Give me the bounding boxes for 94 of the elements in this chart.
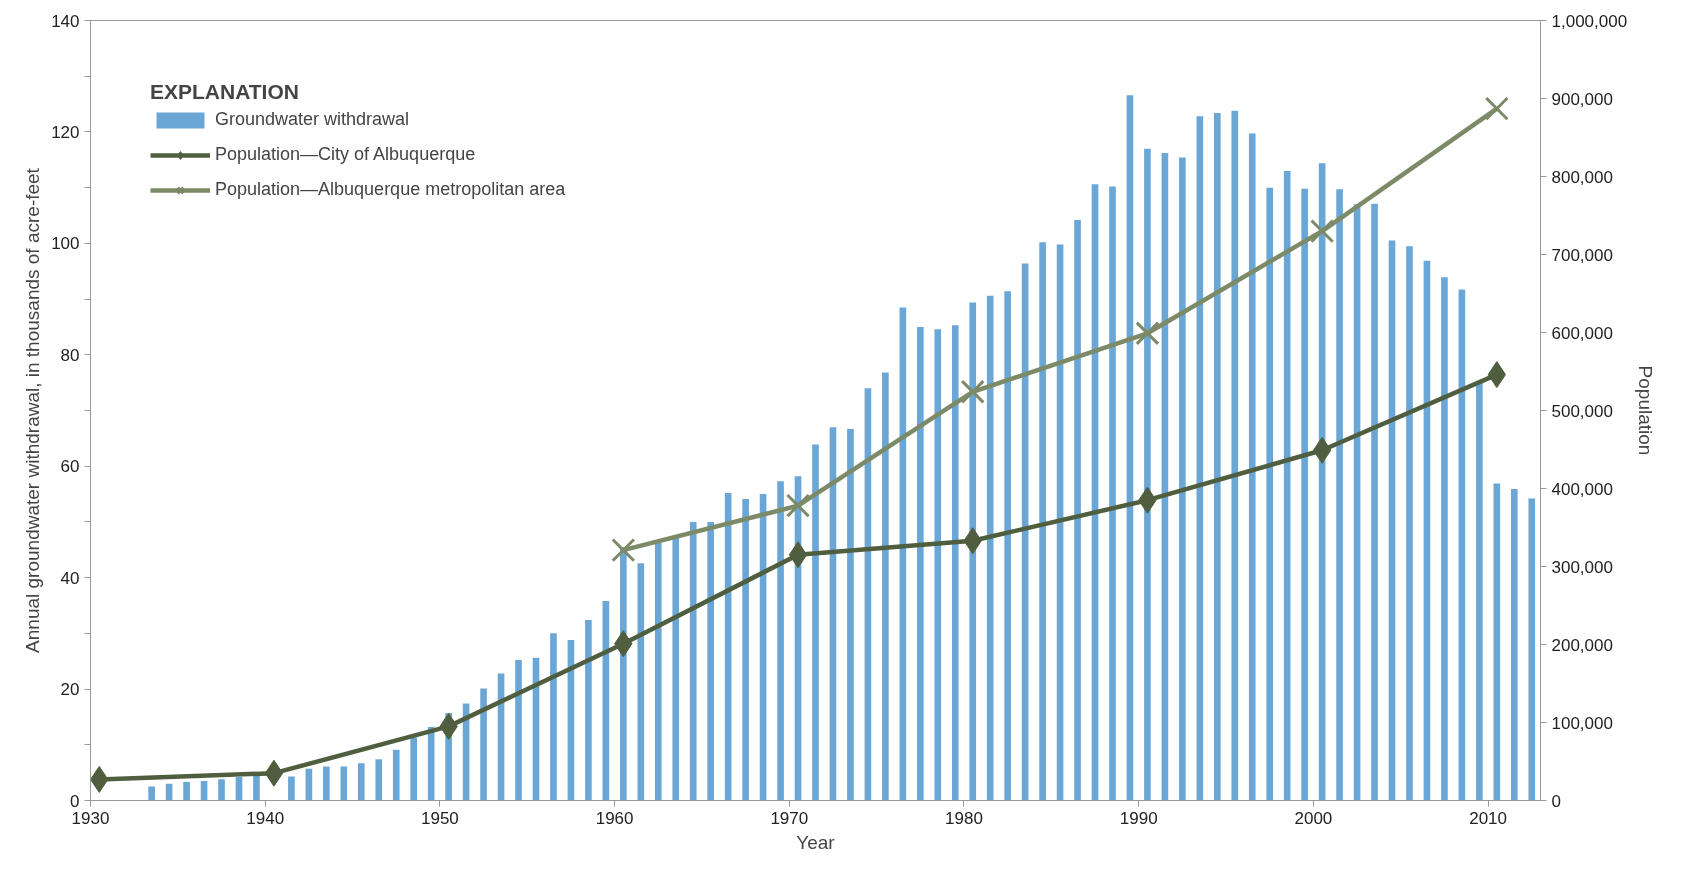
bar: [1476, 382, 1483, 801]
bar: [986, 295, 994, 801]
x-tick-label: 1990: [1119, 808, 1158, 828]
bar: [1039, 242, 1046, 801]
y-tick-label: 40: [60, 568, 80, 588]
y-tick-label: 0: [70, 791, 80, 811]
bar: [1283, 170, 1291, 801]
x-tick-label: 1950: [420, 808, 459, 828]
y2-tick-label: 100,000: [1551, 713, 1613, 733]
bar: [637, 563, 645, 801]
point: [785, 493, 811, 518]
bar: [777, 481, 784, 801]
y2-tick-label: 500,000: [1551, 401, 1613, 421]
y-tick-label: 120: [51, 122, 80, 142]
point: [1484, 96, 1509, 121]
bar: [654, 543, 662, 801]
y2-axis-title: Population: [1635, 365, 1657, 456]
bar: [253, 775, 260, 801]
y2-tick-label: 200,000: [1551, 635, 1613, 655]
bar: [742, 499, 749, 801]
y2-tick-label: 1,000,000: [1551, 11, 1628, 31]
bar: [148, 786, 155, 801]
bar: [1179, 157, 1186, 801]
bar: [1510, 489, 1518, 801]
bar: [392, 749, 400, 801]
point: [788, 541, 808, 569]
bar: [1248, 133, 1256, 801]
bar: [1301, 188, 1308, 801]
bar: [1441, 277, 1448, 801]
bar: [550, 633, 557, 801]
y2-tick-label: 300,000: [1551, 557, 1613, 577]
bar: [1109, 186, 1116, 801]
bar: [585, 619, 592, 801]
point: [1310, 218, 1335, 244]
point: [264, 759, 284, 787]
bar: [707, 521, 714, 801]
y-tick-label: 20: [60, 680, 80, 700]
bar: [1406, 246, 1413, 801]
bar: [672, 535, 680, 801]
bar: [917, 326, 924, 801]
y2-tick-label: 0: [1551, 791, 1561, 811]
y2-tick-label: 600,000: [1551, 323, 1613, 343]
bar: [515, 660, 522, 801]
bar: [357, 763, 365, 801]
bar: [218, 779, 225, 801]
bar: [1336, 189, 1343, 801]
y-tick-label: 140: [51, 11, 80, 31]
x-tick-label: 2000: [1294, 808, 1333, 828]
x-tick-label: 1980: [945, 808, 983, 828]
x-axis-title: Year: [796, 831, 836, 853]
y2-tick-label: 800,000: [1551, 167, 1613, 187]
legend-label: Groundwater withdrawal: [215, 109, 410, 130]
bar: [812, 444, 819, 801]
y-tick-label: 60: [60, 457, 80, 477]
x-tick-label: 1930: [71, 808, 110, 828]
bar: [1528, 498, 1536, 801]
bar: [480, 688, 487, 801]
y-tick-label: 80: [60, 345, 80, 365]
point: [1312, 436, 1332, 464]
x-tick-label: 1960: [595, 808, 634, 828]
y2-tick-label: 400,000: [1551, 479, 1613, 499]
bar: [340, 766, 348, 801]
bar: [1493, 483, 1501, 801]
x-tick-label: 2010: [1469, 808, 1508, 828]
y-tick-label: 100: [51, 234, 80, 254]
x-tick-label: 1940: [246, 808, 285, 828]
y2-tick-label: 900,000: [1551, 89, 1613, 109]
bar: [288, 776, 295, 801]
bar: [183, 782, 190, 801]
bar: [1371, 203, 1378, 801]
bar: [1231, 110, 1239, 801]
bar: [1266, 187, 1274, 801]
point: [1135, 321, 1160, 346]
bar: [951, 325, 959, 801]
bar: [689, 521, 697, 801]
bar: [1004, 291, 1011, 801]
bar: [1074, 219, 1081, 801]
bar: [1213, 112, 1221, 801]
bar: [882, 372, 889, 801]
legend-label: Population—City of Albuquerque: [215, 144, 476, 165]
y-axis-title: Annual groundwater withdrawal, in thousands of acre-feet: [22, 167, 44, 653]
legend-label: Population—Albuquerque metropolitan area: [215, 179, 566, 200]
bar: [1144, 148, 1151, 801]
y2-tick-label: 700,000: [1551, 245, 1613, 265]
legend-title: EXPLANATION: [150, 80, 300, 104]
point: [960, 379, 985, 404]
x-tick-label: 1970: [770, 808, 809, 828]
point: [611, 538, 636, 563]
bar: [847, 428, 854, 801]
bar: [375, 759, 383, 801]
bar: [969, 302, 977, 801]
bar: [410, 737, 418, 801]
bar: [934, 329, 942, 801]
bar: [323, 766, 330, 801]
